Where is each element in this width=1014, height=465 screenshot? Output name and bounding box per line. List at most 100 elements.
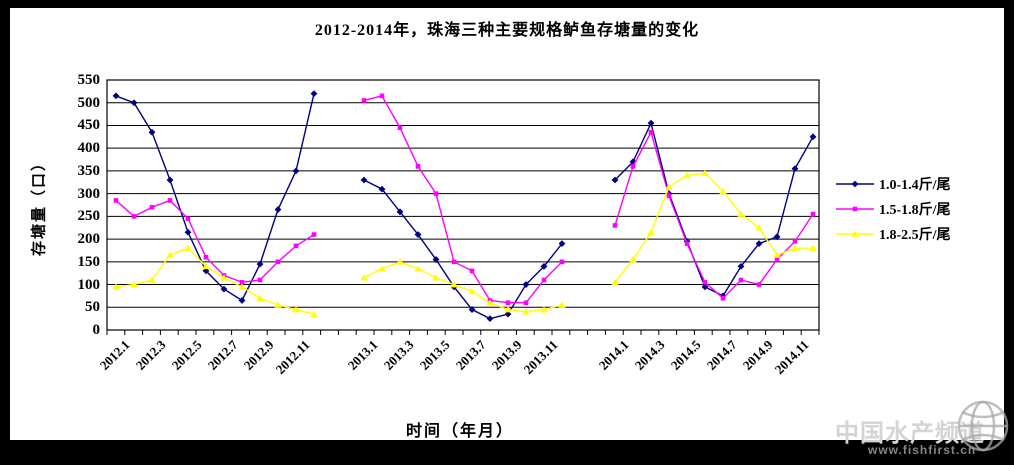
data-point-marker [523,300,529,306]
data-point-marker [166,176,174,184]
series-line [115,199,315,283]
data-point-marker [414,231,422,238]
data-point-marker [851,180,859,187]
data-point-marker [541,277,547,283]
data-point-marker [220,274,228,281]
data-point-marker [184,244,192,251]
data-point-marker [239,279,245,285]
data-point-marker [131,214,137,219]
data-point-marker [274,206,282,213]
watermark-url: www.fishfirst.cn [868,443,977,457]
data-point-marker [379,93,385,99]
data-point-marker [810,211,816,217]
data-point-marker [809,244,817,251]
data-point-marker [684,241,690,246]
legend-item: 1.0-1.4斤/尾 [836,171,951,196]
data-point-marker [701,169,709,176]
series-1.0-1.4斤/尾 [112,90,817,323]
data-point-marker [256,260,264,268]
data-point-marker [737,262,745,270]
data-point-marker [469,268,475,274]
data-point-marker [630,164,636,169]
data-point-marker [611,176,619,184]
series-line [614,172,813,283]
legend-item: 1.5-1.8斤/尾 [836,196,951,221]
data-point-marker [130,281,138,288]
y-tick-label: 500 [77,94,101,111]
data-point-marker [791,165,799,173]
y-tick-label: 550 [77,72,101,88]
data-point-marker [397,125,403,131]
data-point-marker [755,240,763,248]
legend-label: 1.8-2.5斤/尾 [879,227,951,243]
data-point-marker [522,281,530,288]
data-point-marker [396,208,404,216]
legend-label: 1.0-1.4斤/尾 [879,177,951,193]
data-point-marker [275,259,281,265]
data-point-marker [504,310,512,318]
data-point-marker [738,277,744,283]
plot-border [106,79,820,331]
data-point-marker [558,240,566,248]
data-point-marker [203,254,209,260]
chart-title: 2012-2014年，珠海三种主要规格鲈鱼存塘量的变化 [314,22,700,39]
data-point-marker [238,297,246,304]
globe-icon [957,400,1009,452]
data-point-marker [433,191,439,196]
data-point-marker [184,228,192,236]
x-axis-title: 时间（年月） [405,423,515,440]
data-point-marker [310,90,318,98]
data-point-marker [360,176,368,184]
data-point-marker [559,259,565,265]
data-point-marker [130,99,138,107]
data-point-marker [486,315,494,323]
data-point-marker [415,164,421,169]
data-point-marker [647,119,655,127]
data-point-marker [505,300,511,306]
data-point-marker [360,274,368,281]
data-point-marker [665,183,673,190]
series-line [115,247,315,315]
data-point-marker [378,185,386,193]
data-point-marker [292,167,300,175]
data-point-marker [185,216,191,221]
data-point-marker [852,206,858,211]
data-point-marker [522,308,530,315]
y-tick-label: 0 [92,322,101,338]
data-point-marker [293,243,299,249]
data-point-marker [450,281,458,288]
data-point-marker [540,262,548,270]
data-point-marker [468,306,476,313]
series-line [115,93,315,302]
data-point-marker [719,187,727,195]
series-1.8-2.5斤/尾 [112,169,817,317]
series-line [363,179,563,320]
data-point-marker [851,230,859,237]
legend: 1.0-1.4斤/尾 1.5-1.8斤/尾 1.8-2.5斤/尾 [836,171,951,246]
legend-item: 1.8-2.5斤/尾 [836,221,951,246]
data-point-marker [629,158,637,166]
data-point-marker [611,278,619,286]
data-point-marker [148,128,156,136]
data-point-marker [432,274,440,281]
data-point-marker [311,232,317,237]
data-point-marker [809,133,817,141]
data-point-marker [647,228,655,236]
data-point-marker [791,244,799,251]
data-point-marker [558,301,566,308]
data-point-marker [396,258,404,265]
y-tick-label: 300 [77,185,101,202]
data-point-marker [148,276,156,283]
data-point-marker [486,299,494,306]
data-point-marker [220,285,228,293]
data-point-marker [310,310,318,317]
data-point-marker [702,279,708,285]
data-point-marker [756,282,762,287]
data-point-marker [256,294,264,301]
y-axis-title: 存塘量（口） [31,153,48,257]
data-point-marker [504,306,512,313]
y-tick-label: 200 [77,231,101,248]
data-point-marker [257,277,263,283]
